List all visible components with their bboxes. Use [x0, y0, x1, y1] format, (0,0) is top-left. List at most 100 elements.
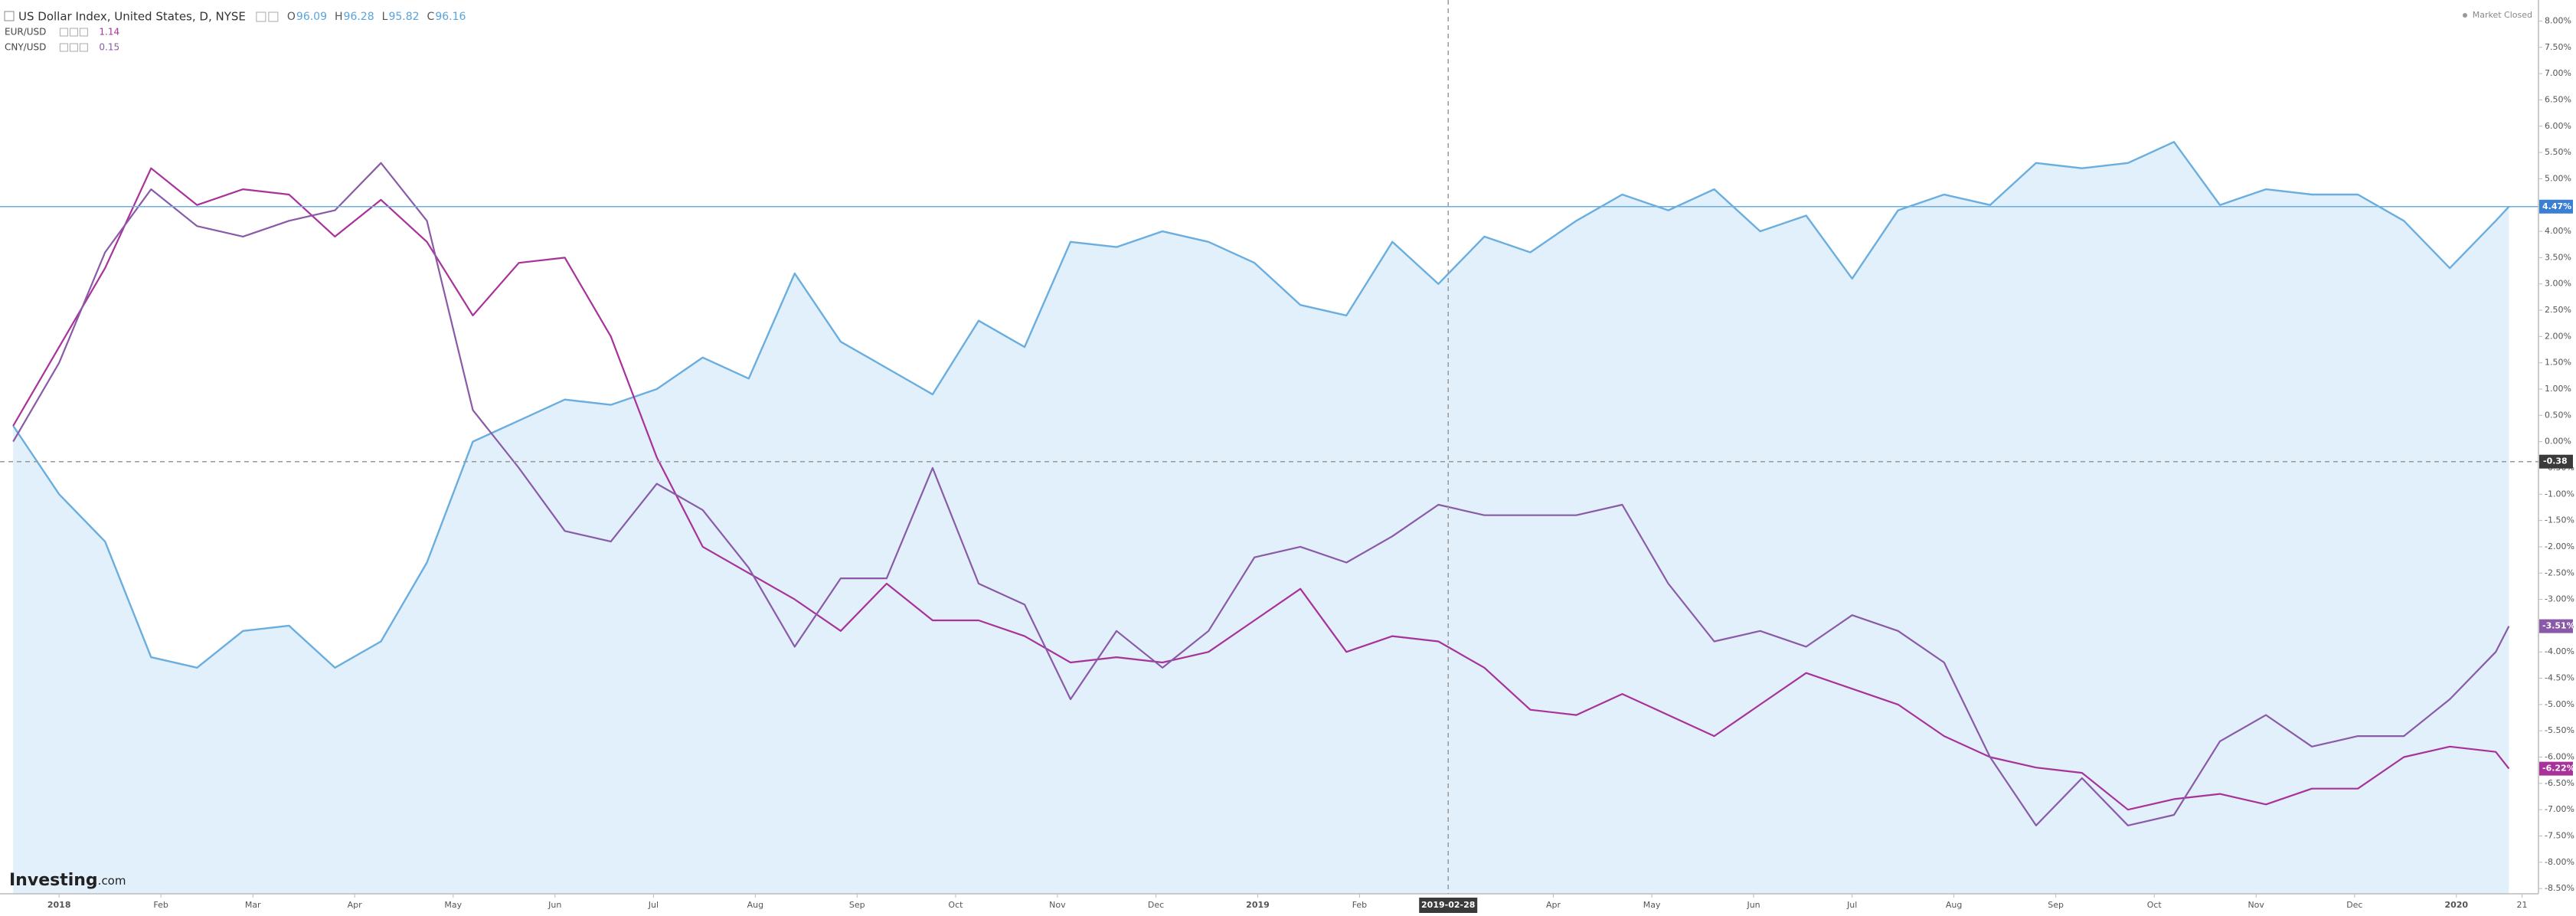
- collapse-icon: [4, 11, 15, 21]
- header-button[interactable]: [268, 11, 279, 22]
- watermark: Investing.com: [9, 871, 126, 890]
- y-tick-label: -5.50%: [2545, 725, 2574, 735]
- ohlc-label: H: [335, 11, 343, 23]
- y-tick-label: 7.50%: [2545, 42, 2571, 52]
- y-tick-label: 0.50%: [2545, 410, 2571, 420]
- x-tick-label: 2019: [1246, 900, 1270, 910]
- y-tick-label: 3.50%: [2545, 252, 2571, 262]
- legend-name: CNY/USD: [5, 42, 46, 53]
- x-tick-label: May: [444, 900, 462, 910]
- x-tick-label: Mar: [245, 900, 261, 910]
- x-tick-label: Aug: [1946, 900, 1962, 910]
- x-tick-label: 21: [2517, 900, 2528, 910]
- ohlc-value: 95.82: [388, 11, 419, 23]
- end-label: -3.51%: [2542, 621, 2575, 631]
- legend-button[interactable]: [59, 28, 68, 37]
- y-tick-label: -6.00%: [2545, 752, 2574, 762]
- y-tick-label: -2.50%: [2545, 568, 2574, 577]
- y-tick-label: 5.50%: [2545, 147, 2571, 157]
- x-tick-label: Dec: [1148, 900, 1164, 910]
- legend-button[interactable]: [79, 28, 88, 37]
- y-tick-label: 5.00%: [2545, 173, 2571, 183]
- y-tick-label: -7.50%: [2545, 830, 2574, 840]
- x-tick-label: Jun: [1746, 900, 1760, 910]
- header-button[interactable]: [256, 11, 266, 22]
- end-label-bg: [2539, 761, 2573, 776]
- title: US Dollar Index, United States, D, NYSE: [18, 10, 246, 24]
- status: Market Closed: [2473, 10, 2532, 20]
- y-tick-label: 7.00%: [2545, 68, 2571, 78]
- legend-button[interactable]: [59, 43, 68, 52]
- watermark-brand: Investing: [9, 871, 98, 890]
- y-tick-label: -8.00%: [2545, 857, 2574, 867]
- legend-name: EUR/USD: [5, 27, 46, 38]
- ohlc-value: 96.09: [296, 11, 327, 23]
- ohlc-value: 96.28: [344, 11, 374, 23]
- x-tick-label: Dec: [2346, 900, 2362, 910]
- x-tick-label: Nov: [1049, 900, 1066, 910]
- end-label: -6.22%: [2542, 764, 2575, 774]
- x-tick-label: Jul: [648, 900, 659, 910]
- y-tick-label: -4.50%: [2545, 673, 2574, 683]
- y-tick-label: -7.00%: [2545, 804, 2574, 814]
- x-tick-label: Apr: [1546, 900, 1561, 910]
- y-tick-label: 6.50%: [2545, 94, 2571, 104]
- status-dot: [2463, 13, 2467, 18]
- end-label: 4.47%: [2542, 201, 2571, 211]
- y-tick-label: 2.50%: [2545, 305, 2571, 315]
- y-tick-label: 2.00%: [2545, 331, 2571, 341]
- crosshair-x-label: 2019-02-28: [1421, 900, 1475, 910]
- y-tick-label: 1.00%: [2545, 384, 2571, 394]
- plot-area: [0, 141, 2538, 895]
- crosshair-x-label-bg: [1419, 898, 1478, 913]
- x-tick-label: Sep: [2048, 900, 2064, 910]
- x-tick-label: Nov: [2247, 900, 2264, 910]
- y-tick-label: 1.50%: [2545, 358, 2571, 368]
- y-tick-label: -3.00%: [2545, 594, 2574, 604]
- y-tick-label: -6.50%: [2545, 778, 2574, 788]
- header: US Dollar Index, United States, D, NYSE O…: [4, 10, 2532, 53]
- x-tick-label: Jun: [548, 900, 561, 910]
- legend-value: 1.14: [99, 27, 119, 38]
- ohlc-value: 96.16: [435, 11, 466, 23]
- legend-button[interactable]: [79, 43, 88, 52]
- crosshair-y-label: -0.38: [2543, 456, 2568, 466]
- area: [13, 142, 2509, 895]
- end-label-bg: [2539, 199, 2573, 214]
- x-tick-label: 2020: [2444, 900, 2468, 910]
- line: [12, 141, 2510, 669]
- legend-button[interactable]: [69, 28, 78, 37]
- x-tick-label: Feb: [1352, 900, 1367, 910]
- x-tick-label: Oct: [2147, 900, 2162, 910]
- x-tick-label: Jul: [1846, 900, 1857, 910]
- y-tick-label: -1.50%: [2545, 515, 2574, 525]
- end-label-bg: [2539, 619, 2573, 633]
- y-tick-label: -8.50%: [2545, 883, 2574, 893]
- x-tick-label: Apr: [348, 900, 363, 910]
- y-tick-label: -5.00%: [2545, 699, 2574, 709]
- x-tick-label: Aug: [747, 900, 763, 910]
- y-tick-label: 6.00%: [2545, 121, 2571, 131]
- x-tick-label: May: [1643, 900, 1661, 910]
- crosshair-y-label-bg: [2539, 454, 2573, 469]
- ohlc-label: L: [382, 11, 388, 23]
- watermark-domain: .com: [98, 874, 126, 888]
- legend-button[interactable]: [69, 43, 78, 52]
- ohlc-label: O: [287, 11, 296, 23]
- x-tick-label: 2018: [47, 900, 71, 910]
- legend-value: 0.15: [99, 42, 119, 53]
- y-tick-label: 3.00%: [2545, 279, 2571, 289]
- x-tick-label: Sep: [849, 900, 865, 910]
- line: [12, 162, 2510, 826]
- y-tick-label: 8.00%: [2545, 15, 2571, 25]
- y-tick-label: -4.00%: [2545, 646, 2574, 656]
- ohlc-label: C: [427, 11, 435, 23]
- x-tick-label: Feb: [153, 900, 168, 910]
- y-tick-label: -2.00%: [2545, 541, 2574, 551]
- y-tick-label: 0.00%: [2545, 437, 2571, 447]
- y-tick-label: -1.00%: [2545, 489, 2574, 499]
- x-tick-label: Oct: [948, 900, 963, 910]
